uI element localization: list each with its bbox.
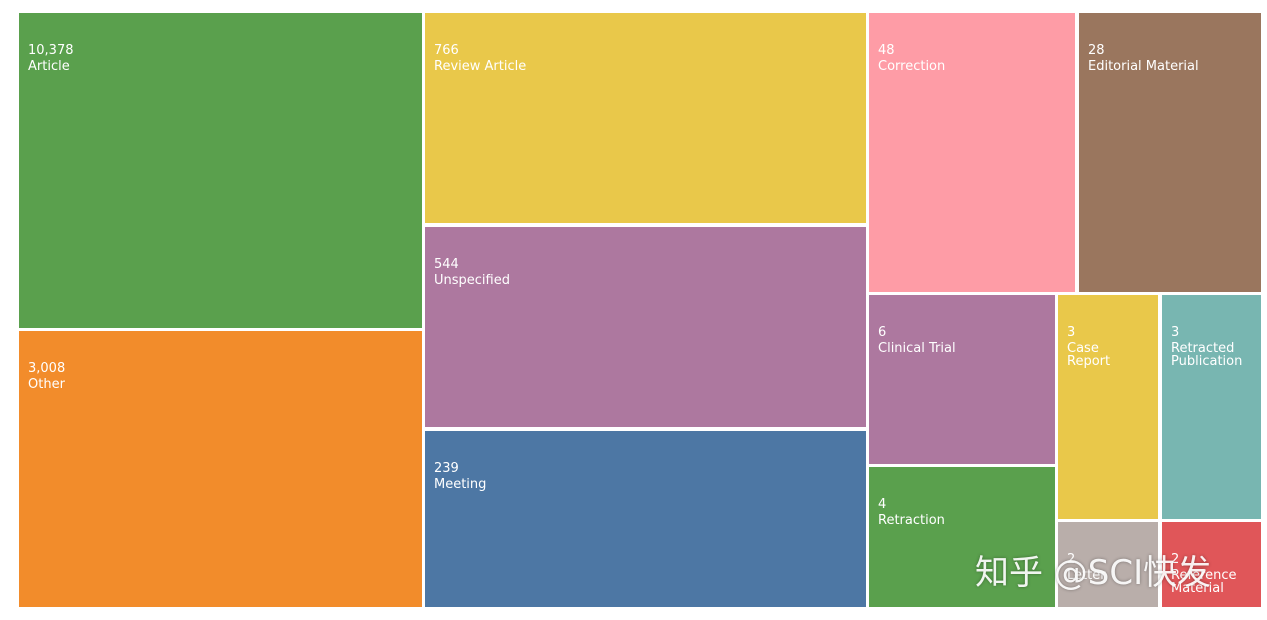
value-label: 3 — [1171, 325, 1180, 340]
value-label: 6 — [878, 325, 887, 340]
watermark: 知乎 @SCI快发 — [975, 553, 1212, 593]
category-label: Article — [28, 59, 70, 74]
value-label: 2 — [1067, 552, 1076, 567]
treemap-cell: 3 Retracted Publication — [1162, 295, 1261, 519]
category-label: Review Article — [434, 59, 527, 74]
treemap-cell: 3 Case Report — [1058, 295, 1158, 519]
value-label: 3,008 — [28, 361, 66, 376]
category-label: Meeting — [434, 477, 487, 492]
category-label: Retraction — [878, 513, 945, 528]
value-label: 10,378 — [28, 43, 74, 58]
value-label: 766 — [434, 43, 459, 58]
treemap-cell: 3,008 Other — [19, 331, 422, 607]
value-label: 4 — [878, 497, 887, 512]
category-label: Case Report — [1067, 341, 1111, 369]
category-label: Clinical Trial — [878, 341, 956, 356]
treemap-cell: 239 Meeting — [425, 431, 866, 607]
treemap-cell: 2 Letter — [1058, 522, 1158, 607]
category-label: Editorial Material — [1088, 59, 1199, 74]
treemap-cell: 6 Clinical Trial — [869, 295, 1055, 464]
category-label: Letter — [1067, 568, 1106, 583]
category-label: Correction — [878, 59, 946, 74]
category-label: Retracted Publication — [1171, 341, 1243, 369]
treemap-cell: 10,378 Article — [19, 13, 422, 328]
treemap-cell: 766 Review Article — [425, 13, 866, 223]
value-label: 2 — [1171, 552, 1180, 567]
treemap-cell: 544 Unspecified — [425, 227, 866, 427]
category-label: Other — [28, 377, 65, 392]
value-label: 544 — [434, 257, 459, 272]
value-label: 28 — [1088, 43, 1105, 58]
treemap-cell: 28 Editorial Material — [1079, 13, 1261, 292]
treemap-cell: 2 Reference Material — [1162, 522, 1261, 607]
value-label: 239 — [434, 461, 459, 476]
category-label: Reference Material — [1171, 568, 1237, 596]
treemap-cell: 48 Correction — [869, 13, 1075, 292]
treemap-cell: 4 Retraction — [869, 467, 1055, 607]
value-label: 48 — [878, 43, 895, 58]
category-label: Unspecified — [434, 273, 510, 288]
value-label: 3 — [1067, 325, 1076, 340]
